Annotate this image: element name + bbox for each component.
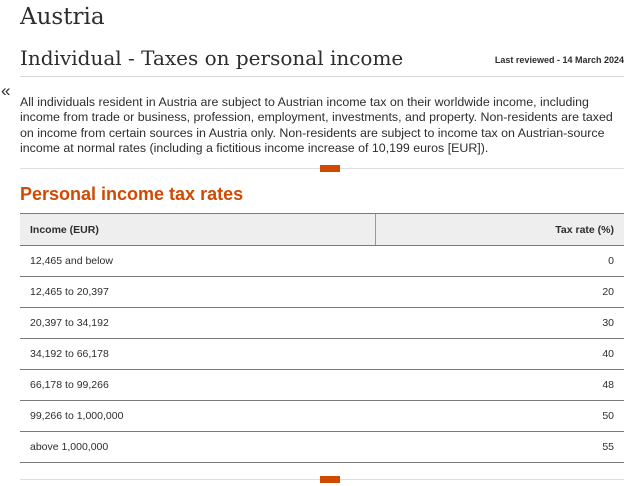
table-row: 66,178 to 99,266 48 (20, 369, 624, 401)
table-row: 12,465 and below 0 (20, 245, 624, 277)
table-row: above 1,000,000 55 (20, 431, 624, 463)
income-bracket-cell: 20,397 to 34,192 (20, 307, 376, 339)
last-reviewed-date: Last reviewed - 14 March 2024 (494, 55, 624, 65)
income-bracket-cell: 99,266 to 1,000,000 (20, 400, 376, 432)
table-row: 99,266 to 1,000,000 50 (20, 400, 624, 432)
table-row: 20,397 to 34,192 30 (20, 307, 624, 339)
intro-paragraph: All individuals resident in Austria are … (20, 95, 613, 156)
tax-rates-table: Income (EUR) Tax rate (%) 12,465 and bel… (20, 213, 624, 463)
table-header-row: Income (EUR) Tax rate (%) (20, 213, 624, 246)
tax-rate-cell: 55 (375, 431, 624, 463)
section-divider (20, 165, 624, 172)
income-bracket-cell: 12,465 to 20,397 (20, 276, 376, 308)
tax-rate-cell: 50 (375, 400, 624, 432)
country-title: Austria (20, 4, 105, 30)
column-header-tax-rate: Tax rate (%) (375, 213, 624, 246)
table-row: 34,192 to 66,178 40 (20, 338, 624, 370)
tax-rate-cell: 30 (375, 307, 624, 339)
rates-heading: Personal income tax rates (20, 184, 244, 204)
tax-rate-cell: 0 (375, 245, 624, 277)
income-bracket-cell: 34,192 to 66,178 (20, 338, 376, 370)
table-row: 12,465 to 20,397 20 (20, 276, 624, 308)
section-divider (20, 476, 624, 483)
collapse-sidebar-icon[interactable]: « (1, 81, 11, 100)
tax-rate-cell: 40 (375, 338, 624, 370)
header-divider (20, 76, 624, 77)
tax-rate-cell: 48 (375, 369, 624, 401)
column-header-income: Income (EUR) (20, 213, 376, 246)
income-bracket-cell: above 1,000,000 (20, 431, 376, 463)
income-bracket-cell: 12,465 and below (20, 245, 376, 277)
divider-accent-mark (320, 165, 340, 172)
tax-rate-cell: 20 (375, 276, 624, 308)
page-title: Individual - Taxes on personal income (20, 46, 404, 70)
divider-accent-mark (320, 476, 340, 483)
income-bracket-cell: 66,178 to 99,266 (20, 369, 376, 401)
